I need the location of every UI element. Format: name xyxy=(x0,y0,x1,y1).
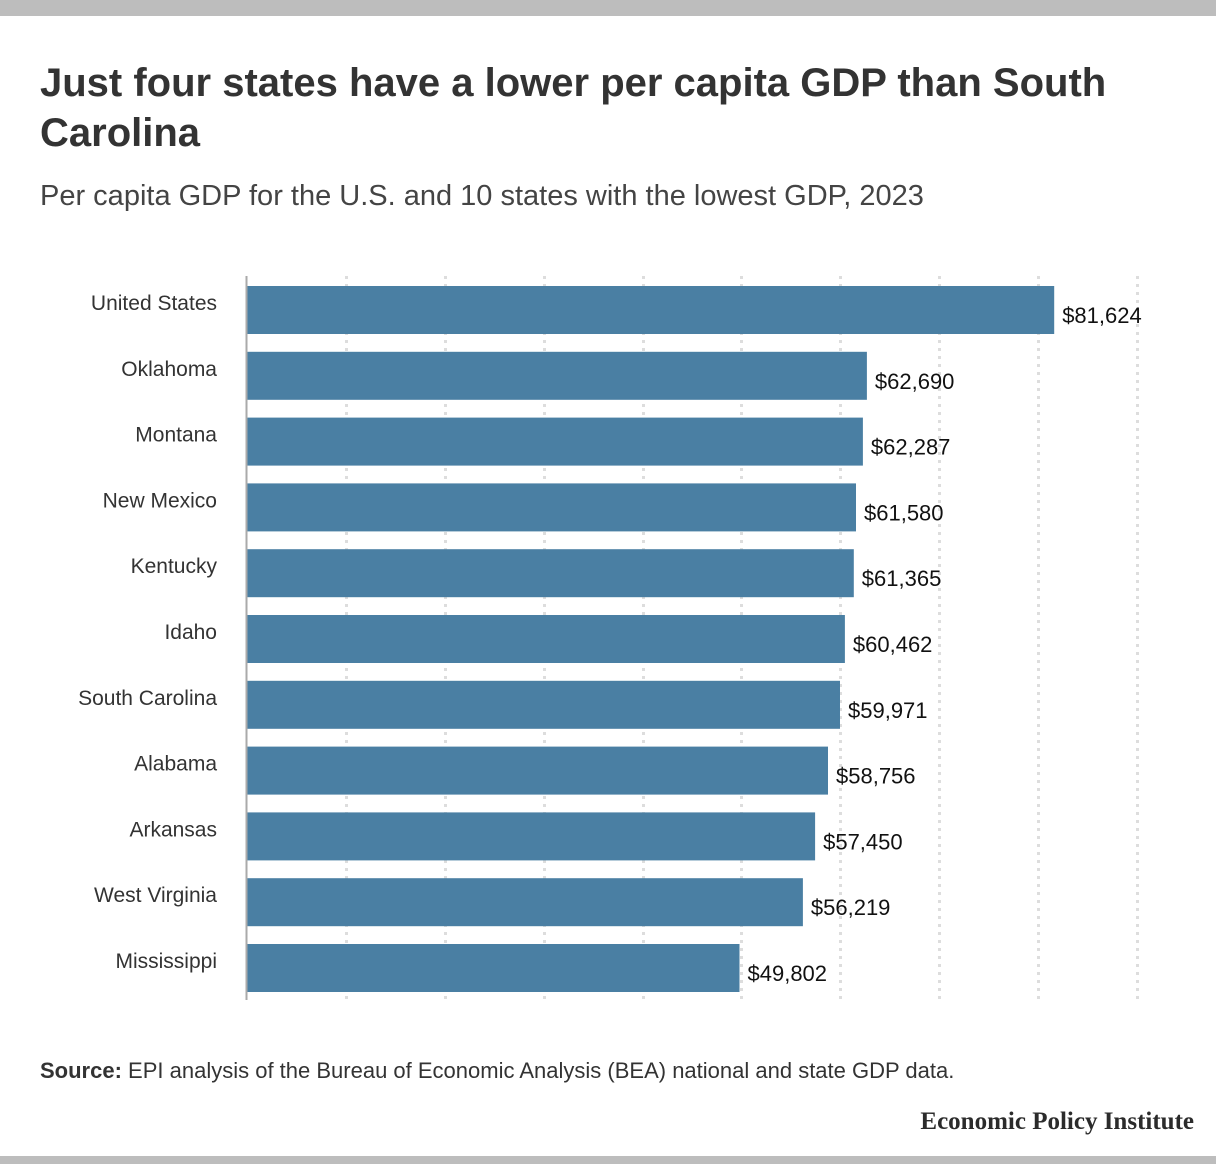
category-label: Montana xyxy=(135,424,217,447)
value-label: $61,580 xyxy=(864,500,944,525)
value-labels: $81,624 $62,690 $62,287 $61,580 $61,365 $60,4… xyxy=(748,303,1142,986)
bar xyxy=(247,351,867,400)
source-text: EPI analysis of the Bureau of Economic A… xyxy=(128,1058,955,1083)
category-label: Oklahoma xyxy=(121,358,217,381)
source-label: Source: xyxy=(40,1058,122,1083)
category-label: Kentucky xyxy=(131,555,218,578)
value-label: $59,971 xyxy=(848,698,928,723)
bar xyxy=(247,417,863,466)
source-note: Source: EPI analysis of the Bureau of Ec… xyxy=(40,1056,954,1086)
value-label: $57,450 xyxy=(823,829,903,854)
category-label: South Carolina xyxy=(78,687,217,710)
value-label: $61,365 xyxy=(862,566,942,591)
bar xyxy=(247,878,803,927)
value-label: $56,219 xyxy=(811,895,891,920)
category-label: Alabama xyxy=(134,753,217,776)
category-label: United States xyxy=(91,292,217,315)
bar xyxy=(247,549,854,598)
top-rule xyxy=(0,0,1216,16)
bar xyxy=(247,746,828,795)
value-label: $62,287 xyxy=(871,435,951,460)
chart-title: Just four states have a lower per capita… xyxy=(40,61,1107,155)
category-label: Arkansas xyxy=(129,818,217,841)
value-label: $81,624 xyxy=(1062,303,1142,328)
bar xyxy=(247,812,816,861)
bar xyxy=(247,615,845,663)
chart-subtitle: Per capita GDP for the U.S. and 10 state… xyxy=(40,180,924,212)
publisher-logo: Economic Policy Institute xyxy=(920,1108,1194,1135)
bar xyxy=(247,483,856,532)
bars xyxy=(247,286,1055,992)
value-label: $49,802 xyxy=(748,961,828,986)
category-label: West Virginia xyxy=(94,884,217,907)
bar xyxy=(247,944,740,992)
category-label: New Mexico xyxy=(103,489,217,512)
bottom-rule xyxy=(0,1156,1216,1164)
bar xyxy=(247,286,1055,334)
category-label: Idaho xyxy=(164,621,217,644)
value-label: $60,462 xyxy=(853,632,933,657)
category-labels: United States Oklahoma Montana New Mexico Ke… xyxy=(78,292,217,973)
bar-chart: United States Oklahoma Montana New Mexico Ke… xyxy=(78,276,1142,1000)
value-label: $62,690 xyxy=(875,369,955,394)
value-label: $58,756 xyxy=(836,764,916,789)
category-label: Mississippi xyxy=(115,950,217,973)
bar xyxy=(247,680,840,729)
